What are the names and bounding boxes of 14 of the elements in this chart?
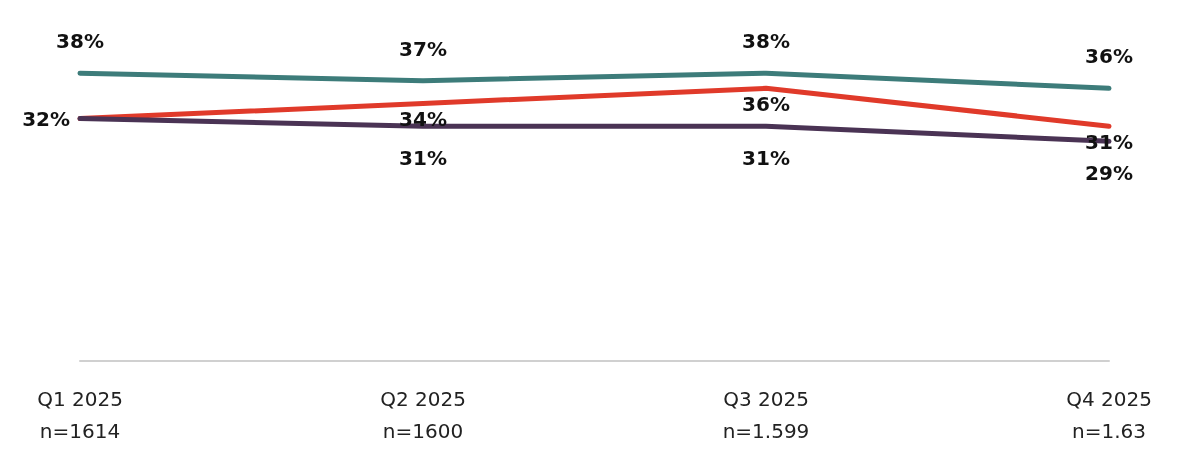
data-label: 31% <box>742 146 790 171</box>
x-tick-label: Q2 2025 n=1600 <box>380 387 466 443</box>
data-label: 36% <box>1085 44 1133 69</box>
data-label: 32% <box>22 106 70 131</box>
data-label: 37% <box>399 36 447 61</box>
x-tick-label: Q4 2025 n=1.63 <box>1066 387 1152 443</box>
x-tick-label: Q1 2025 n=1614 <box>37 387 123 443</box>
data-label: 31% <box>1085 130 1133 155</box>
data-label: 29% <box>1085 161 1133 186</box>
data-label: 38% <box>56 29 104 54</box>
data-label: 38% <box>742 29 790 54</box>
x-tick-label: Q3 2025 n=1.599 <box>722 387 810 443</box>
data-label: 36% <box>742 92 790 117</box>
data-label: 31% <box>399 146 447 171</box>
